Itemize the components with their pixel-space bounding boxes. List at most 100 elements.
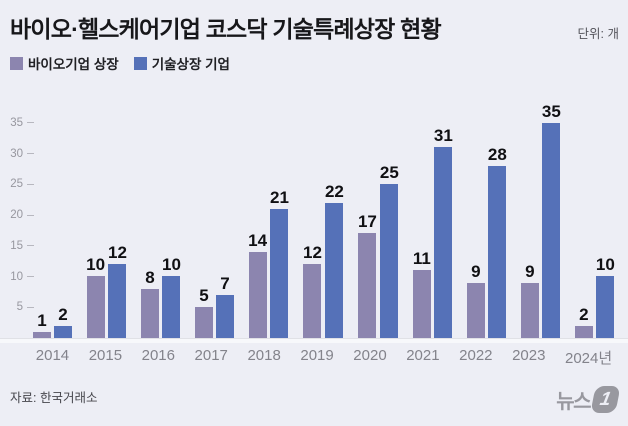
- bar-value-label: 2: [58, 305, 68, 324]
- bar-value-label: 17: [357, 212, 377, 231]
- bar-column: 10: [86, 255, 105, 338]
- bar: [596, 276, 615, 338]
- bar-group: 9 28: [466, 145, 507, 338]
- bar-column: 22: [325, 182, 344, 338]
- y-axis-tick: 25: [10, 177, 34, 191]
- bar-group: 11 31: [412, 126, 453, 338]
- bar: [108, 264, 127, 338]
- bar-column: 9: [466, 262, 485, 338]
- x-axis-label: 2014: [35, 347, 70, 364]
- bar: [216, 295, 235, 338]
- bar-column: 2: [54, 305, 73, 338]
- legend-swatch: [10, 56, 23, 70]
- bar-chart: 5 10 15 20 25 30 35 1 2 10 12 8 10 5 7 14 21 12 22 17 25 11 3…: [0, 92, 628, 382]
- legend-item: 기술상장 기업: [133, 53, 230, 73]
- bar: [574, 326, 593, 338]
- legend: 바이오기업 상장 기술상장 기업: [10, 53, 230, 73]
- news1-logo: 뉴스 1: [556, 385, 621, 414]
- x-axis-label: 2016: [141, 347, 175, 364]
- y-tick-label: 30: [10, 147, 23, 160]
- y-axis: 5 10 15 20 25 30 35: [0, 92, 34, 338]
- unit-label: 단위: 개: [577, 27, 619, 41]
- bar-value-label: 14: [248, 231, 268, 250]
- bar-column: 28: [488, 145, 507, 338]
- plot-area: 1 2 10 12 8 10 5 7 14 21 12 22 17 25 11 31 9 28 9 35 2 10: [26, 92, 622, 338]
- source-label: 자료: 한국거래소: [10, 391, 98, 405]
- bar: [466, 283, 485, 338]
- bar-value-label: 10: [162, 255, 181, 274]
- x-axis-label: 2020: [353, 347, 387, 364]
- bar-value-label: 10: [86, 255, 106, 274]
- bar: [542, 123, 561, 338]
- bar-value-label: 1: [37, 311, 47, 330]
- bar: [33, 332, 52, 338]
- y-tick-mark: [27, 183, 34, 185]
- bar-value-label: 21: [270, 188, 289, 207]
- bar-column: 2: [574, 305, 593, 338]
- bar-column: 7: [216, 274, 235, 338]
- bar-group: 9 35: [520, 102, 561, 338]
- bar-value-label: 22: [324, 182, 344, 201]
- bar: [380, 184, 399, 338]
- y-tick-label: 20: [10, 209, 23, 221]
- x-axis-label: 2015: [88, 347, 123, 364]
- y-tick-mark: [27, 245, 34, 247]
- bar-value-label: 28: [487, 145, 507, 164]
- bar-group: 12 22: [303, 182, 344, 338]
- y-tick-mark: [27, 214, 34, 216]
- bar-column: 9: [520, 262, 539, 338]
- y-tick-mark: [27, 276, 34, 277]
- bar-column: 5: [195, 286, 214, 338]
- bar-column: 10: [596, 255, 615, 338]
- y-tick-mark: [27, 122, 34, 124]
- news1-logo-text: 뉴스: [556, 391, 591, 413]
- x-axis-line: [0, 338, 628, 343]
- bar-group: 2 10: [574, 255, 615, 338]
- x-axis-label: 2019: [300, 347, 334, 364]
- bar-column: 10: [162, 255, 181, 338]
- bar-value-label: 10: [595, 255, 615, 274]
- y-tick-label: 15: [10, 239, 23, 252]
- bar-group: 8 10: [141, 255, 181, 338]
- bar: [162, 276, 181, 338]
- bar-value-label: 9: [471, 262, 481, 281]
- bar: [54, 326, 73, 338]
- legend-swatch: [133, 56, 147, 70]
- y-tick-label: 10: [10, 270, 23, 283]
- y-tick-label: 25: [10, 178, 23, 191]
- news1-logo-numeral: 1: [590, 386, 621, 413]
- bar-value-label: 9: [525, 262, 535, 281]
- y-axis-tick: 5: [17, 300, 34, 314]
- page-title: 바이오·헬스케어기업 코스닥 기술특례상장 현황: [10, 16, 442, 42]
- x-axis-label: 2023: [512, 347, 546, 364]
- bar-group: 10 12: [86, 243, 127, 338]
- bar: [195, 307, 214, 338]
- bar: [86, 276, 105, 338]
- bar-column: 1: [33, 311, 52, 338]
- bar-column: 25: [380, 163, 399, 338]
- y-tick-label: 35: [10, 116, 23, 129]
- bar-value-label: 8: [145, 268, 155, 287]
- y-axis-tick: 20: [10, 208, 34, 222]
- bar-value-label: 11: [412, 249, 431, 268]
- bar-column: 8: [141, 268, 160, 338]
- y-tick-label: 5: [16, 301, 23, 314]
- bar: [520, 283, 539, 338]
- bar: [248, 252, 267, 338]
- bar-group: 14 21: [248, 188, 289, 338]
- bar: [325, 203, 344, 338]
- y-tick-mark: [27, 153, 34, 154]
- bar: [270, 209, 289, 338]
- bar-value-label: 25: [379, 163, 399, 182]
- y-axis-tick: 10: [10, 270, 34, 284]
- bar: [412, 270, 431, 338]
- bar-group: 17 25: [358, 163, 399, 338]
- x-axis-labels: 2014 2015 2016 2017 2018 2019 2020 2021 2022 2023…: [26, 347, 622, 368]
- y-axis-tick: 15: [10, 239, 34, 253]
- x-axis-label: 2021: [406, 347, 440, 364]
- y-axis-tick: 35: [10, 116, 34, 130]
- bar-value-label: 7: [220, 274, 230, 293]
- bar-column: 31: [434, 126, 453, 338]
- bar: [303, 264, 322, 338]
